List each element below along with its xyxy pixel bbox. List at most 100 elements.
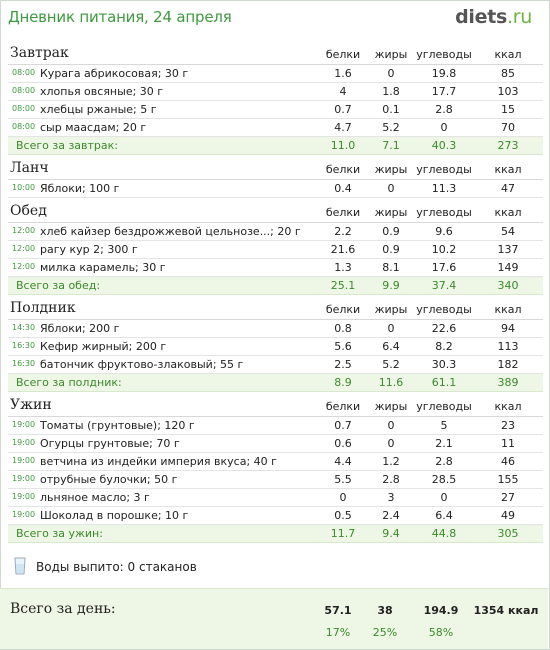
food-row[interactable]: 19:00 Шоколад в порошке; 10 г 0.5 2.4 6.4 49 xyxy=(8,507,543,525)
meal-total-fat: 9.9 xyxy=(382,279,400,292)
food-kcal: 54 xyxy=(501,225,515,238)
column-header-carbs: углеводы xyxy=(416,206,472,219)
column-header-kcal: ккал xyxy=(494,206,522,219)
food-time: 08:00 xyxy=(12,86,36,95)
meal-total-label: Всего за завтрак: xyxy=(16,139,119,152)
meal-total-row: Всего за завтрак: 11.0 7.1 40.3 273 xyxy=(8,137,543,155)
meal-total-fat: 11.6 xyxy=(378,376,404,389)
food-kcal: 47 xyxy=(501,182,515,195)
meal-total-carbs: 37.4 xyxy=(431,279,457,292)
logo-tld: .ru xyxy=(507,6,532,28)
food-name[interactable]: льняное масло; 3 г xyxy=(40,491,150,504)
food-row[interactable]: 19:00 ветчина из индейки империя вкуса; 4… xyxy=(8,453,543,471)
food-time: 16:30 xyxy=(12,359,36,368)
food-carbs: 0 xyxy=(440,121,448,134)
meals-table: Завтрак белки жиры углеводы ккал 08:00 Курага … xyxy=(8,42,543,545)
food-name[interactable]: Курага абрикосовая; 30 г xyxy=(40,67,189,80)
column-header-protein: белки xyxy=(325,303,361,316)
food-name[interactable]: батончик фруктово-злаковый; 55 г xyxy=(40,358,244,371)
food-name[interactable]: рагу кур 2; 300 г xyxy=(40,243,138,256)
food-carbs: 11.3 xyxy=(431,182,457,195)
food-carbs: 2.8 xyxy=(435,455,453,468)
food-name[interactable]: Кефир жирный; 200 г xyxy=(40,340,167,353)
food-fat: 0 xyxy=(387,182,395,195)
food-row[interactable]: 08:00 Курага абрикосовая; 30 г 1.6 0 19.8 85 xyxy=(8,65,543,83)
food-name[interactable]: Яблоки; 100 г xyxy=(40,182,120,195)
food-name[interactable]: хлебцы ржаные; 5 г xyxy=(40,103,157,116)
food-carbs: 28.5 xyxy=(431,473,457,486)
water-text: Воды выпито: 0 стаканов xyxy=(36,560,197,574)
food-fat: 0.9 xyxy=(382,243,400,256)
food-protein: 1.3 xyxy=(334,261,352,274)
food-fat: 0 xyxy=(387,67,395,80)
food-protein: 2.5 xyxy=(334,358,352,371)
food-name[interactable]: отрубные булочки; 50 г xyxy=(40,473,178,486)
food-fat: 2.8 xyxy=(382,473,400,486)
food-fat: 0.1 xyxy=(382,103,400,116)
meal-header: Полдник белки жиры углеводы ккал xyxy=(8,297,543,320)
food-kcal: 85 xyxy=(501,67,515,80)
food-carbs: 6.4 xyxy=(435,509,453,522)
food-time: 12:00 xyxy=(12,262,36,271)
meal-total-kcal: 389 xyxy=(497,376,519,389)
meal-total-kcal: 273 xyxy=(497,139,519,152)
food-name[interactable]: Шоколад в порошке; 10 г xyxy=(40,509,189,522)
site-logo[interactable]: diets.ru xyxy=(455,6,532,28)
food-carbs: 2.8 xyxy=(435,103,453,116)
food-name[interactable]: милка карамель; 30 г xyxy=(40,261,166,274)
food-name[interactable]: ветчина из индейки империя вкуса; 40 г xyxy=(40,455,277,468)
food-row[interactable]: 14:30 Яблоки; 200 г 0.8 0 22.6 94 xyxy=(8,320,543,338)
food-row[interactable]: 19:00 льняное масло; 3 г 0 3 0 27 xyxy=(8,489,543,507)
food-carbs: 19.8 xyxy=(431,67,457,80)
food-row[interactable]: 16:30 Кефир жирный; 200 г 5.6 6.4 8.2 113 xyxy=(8,338,543,356)
food-protein: 5.5 xyxy=(334,473,352,486)
column-header-fat: жиры xyxy=(374,206,408,219)
food-row[interactable]: 08:00 хлебцы ржаные; 5 г 0.7 0.1 2.8 15 xyxy=(8,101,543,119)
food-time: 14:30 xyxy=(12,323,36,332)
day-carbs: 194.9 xyxy=(423,604,459,617)
day-protein: 57.1 xyxy=(324,604,352,617)
food-row[interactable]: 08:00 сыр маасдам; 20 г 4.7 5.2 0 70 xyxy=(8,119,543,137)
food-name[interactable]: хлеб кайзер бездрожжевой цельнозе...; 20… xyxy=(40,225,301,238)
day-fat-pct: 25% xyxy=(372,626,398,639)
food-name[interactable]: Яблоки; 200 г xyxy=(40,322,120,335)
column-header-protein: белки xyxy=(325,163,361,176)
food-protein: 4 xyxy=(339,85,347,98)
food-row[interactable]: 19:00 Томаты (грунтовые); 120 г 0.7 0 5 23 xyxy=(8,417,543,435)
food-carbs: 8.2 xyxy=(435,340,453,353)
food-row[interactable]: 12:00 рагу кур 2; 300 г 21.6 0.9 10.2 137 xyxy=(8,241,543,259)
food-fat: 3 xyxy=(387,491,395,504)
meal-header: Ужин белки жиры углеводы ккал xyxy=(8,394,543,417)
food-row[interactable]: 12:00 хлеб кайзер бездрожжевой цельнозе..… xyxy=(8,223,543,241)
food-row[interactable]: 19:00 Огурцы грунтовые; 70 г 0.6 0 2.1 11 xyxy=(8,435,543,453)
column-header-kcal: ккал xyxy=(494,303,522,316)
food-kcal: 149 xyxy=(497,261,519,274)
meal-section: Ужин белки жиры углеводы ккал 19:00 Томаты (гр… xyxy=(8,394,543,543)
food-fat: 5.2 xyxy=(382,358,400,371)
food-fat: 0 xyxy=(387,419,395,432)
food-protein: 4.7 xyxy=(334,121,352,134)
food-name[interactable]: Огурцы грунтовые; 70 г xyxy=(40,437,180,450)
meal-section: Ланч белки жиры углеводы ккал 10:00 Яблоки; 10… xyxy=(8,157,543,198)
header: Дневник питания, 24 апреля diets.ru xyxy=(8,6,542,30)
meal-header: Завтрак белки жиры углеводы ккал xyxy=(8,42,543,65)
food-name[interactable]: сыр маасдам; 20 г xyxy=(40,121,147,134)
food-kcal: 182 xyxy=(497,358,519,371)
column-header-carbs: углеводы xyxy=(416,48,472,61)
food-name[interactable]: хлопья овсяные; 30 г xyxy=(40,85,164,98)
food-time: 19:00 xyxy=(12,510,36,519)
food-row[interactable]: 12:00 милка карамель; 30 г 1.3 8.1 17.6 149 xyxy=(8,259,543,277)
column-header-fat: жиры xyxy=(374,163,408,176)
day-kcal: 1354 ккал xyxy=(473,604,539,617)
meal-total-carbs: 61.1 xyxy=(431,376,457,389)
food-row[interactable]: 19:00 отрубные булочки; 50 г 5.5 2.8 28.5 155 xyxy=(8,471,543,489)
logo-main: diets xyxy=(455,6,507,28)
food-kcal: 137 xyxy=(497,243,519,256)
food-row[interactable]: 10:00 Яблоки; 100 г 0.4 0 11.3 47 xyxy=(8,180,543,198)
meal-name: Обед xyxy=(10,203,47,219)
food-fat: 6.4 xyxy=(382,340,400,353)
food-name[interactable]: Томаты (грунтовые); 120 г xyxy=(40,419,195,432)
food-row[interactable]: 16:30 батончик фруктово-злаковый; 55 г 2.5… xyxy=(8,356,543,374)
food-row[interactable]: 08:00 хлопья овсяные; 30 г 4 1.8 17.7 103 xyxy=(8,83,543,101)
column-header-kcal: ккал xyxy=(494,400,522,413)
